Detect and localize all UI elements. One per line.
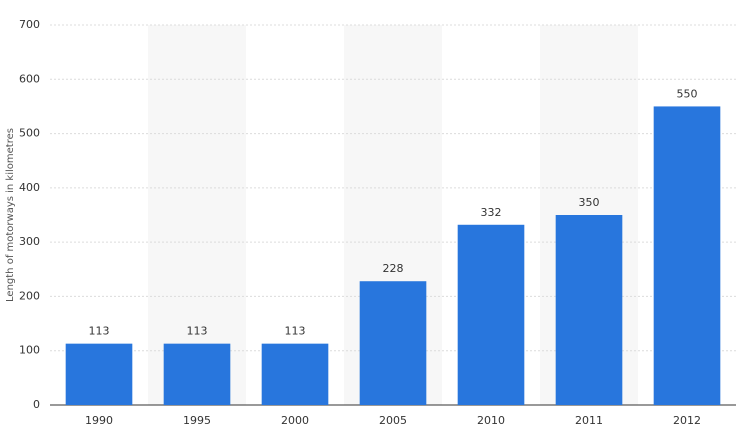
bar: [653, 106, 721, 405]
y-axis-label: Length of motorways in kilometres: [5, 128, 16, 302]
y-tick-label: 500: [19, 127, 40, 140]
y-tick-label: 100: [19, 344, 40, 357]
y-tick-label: 200: [19, 289, 40, 302]
y-tick-label: 0: [33, 398, 40, 411]
y-tick-label: 300: [19, 235, 40, 248]
y-tick-label: 600: [19, 72, 40, 85]
x-tick-label: 2010: [477, 414, 505, 427]
x-tick-label: 1995: [183, 414, 211, 427]
x-tick-label: 2012: [673, 414, 701, 427]
data-label: 228: [383, 262, 404, 275]
x-tick-label: 2000: [281, 414, 309, 427]
bar: [261, 343, 329, 405]
band-shade: [148, 25, 246, 405]
bar: [163, 343, 231, 405]
data-label: 113: [89, 325, 110, 338]
x-tick-label: 2005: [379, 414, 407, 427]
y-tick-label: 700: [19, 18, 40, 31]
bar: [65, 343, 133, 405]
x-tick-label: 1990: [85, 414, 113, 427]
data-label: 113: [285, 325, 306, 338]
y-tick-label: 400: [19, 181, 40, 194]
data-label: 350: [579, 196, 600, 209]
bar: [457, 224, 525, 405]
data-label: 113: [187, 325, 208, 338]
data-label: 332: [481, 206, 502, 219]
data-label: 550: [677, 87, 698, 100]
x-tick-label: 2011: [575, 414, 603, 427]
bar: [555, 215, 623, 405]
bar: [359, 281, 427, 405]
